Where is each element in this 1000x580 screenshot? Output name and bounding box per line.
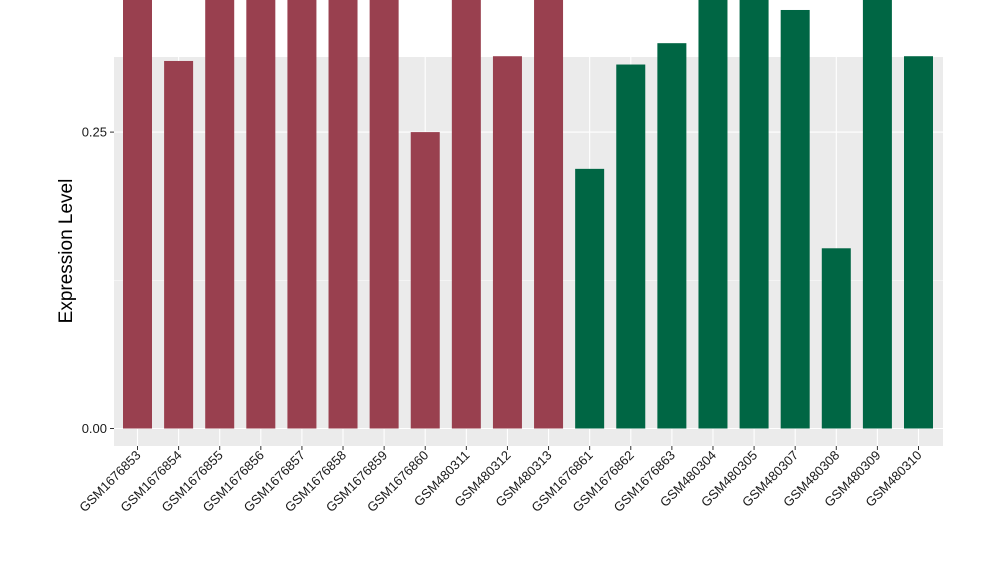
y-axis-title: Expression Level [56,179,77,324]
y-axis: 0.000.250.500.75 [82,125,114,436]
bar [287,0,317,429]
bar [410,132,440,429]
bar [575,168,605,429]
bar [657,43,687,429]
bar [369,0,399,429]
bar [821,248,851,429]
bar [164,60,194,429]
bar [205,0,235,429]
y-tick-label: 0.00 [82,421,107,436]
x-axis: GSM1676853GSM1676854GSM1676855GSM1676856… [76,446,925,515]
bar [492,56,522,429]
bar [862,0,892,429]
bar [739,0,769,429]
bar [698,0,728,429]
bar [451,0,481,429]
bar [904,56,933,429]
y-tick-label: 0.25 [82,125,107,140]
bar [246,0,276,429]
bar [328,0,358,429]
bar [534,0,564,429]
bar [123,0,152,429]
bar [616,64,646,429]
plot-panel [114,57,943,446]
bars [123,0,933,429]
bar [780,9,810,429]
